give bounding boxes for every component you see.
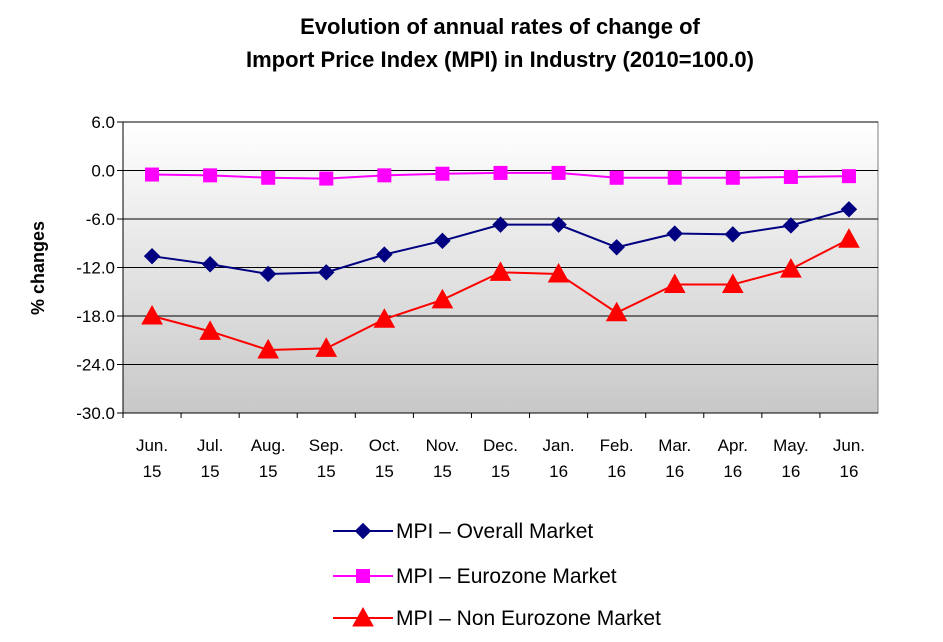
data-point-triangle [315,337,338,357]
data-point-square [725,170,740,185]
data-point-triangle [257,338,280,359]
x-tick-label-year: 16 [723,462,742,481]
data-point-triangle [605,301,628,322]
legend-label: MPI – Non Eurozone Market [396,607,661,630]
data-point-diamond [608,239,625,256]
data-point-square [319,171,334,186]
data-point-square [435,166,450,181]
series-lines [141,165,860,359]
data-point-square [493,165,508,180]
x-tick-label-year: 15 [375,462,394,481]
legend-item-1: MPI – Overall Market [333,520,593,543]
x-tick-labels: Jun. 15 Jul. 15 Aug. 15 Sep. 15 Oct. 15 Nov. 15 Dec.… [136,436,865,481]
x-tick-label-month: Mar. [658,436,691,455]
x-tick-label-month: Jun. [136,436,168,455]
x-tick-label-year: 16 [781,462,800,481]
data-point-square [667,170,682,185]
x-tick-label-year: 15 [259,462,278,481]
chart-title-line-1: Evolution of annual rates of change of [300,14,700,39]
x-tick-label-month: Jul. [197,436,223,455]
data-point-square [609,170,624,185]
legend-label: MPI – Overall Market [396,520,593,543]
data-point-square [203,168,218,183]
y-tick-label: -18.0 [76,307,115,326]
data-point-square [551,165,566,180]
data-point-triangle [199,320,221,340]
y-axis-title: % changes [28,221,48,315]
series-2 [145,165,856,186]
series-3 [141,228,860,359]
x-tick-label-year: 16 [607,462,626,481]
legend-item-3: MPI – Non Eurozone Market [333,606,661,630]
data-point-diamond [782,217,800,234]
data-point-triangle [838,228,860,248]
x-tick-label-month: Jan. [543,436,575,455]
y-tick-label: -12.0 [76,259,115,278]
grid-lines [117,121,878,418]
x-tick-label-year: 16 [549,462,568,481]
legend-marker-triangle [352,606,374,627]
x-tick-label-month: Sep. [309,436,344,455]
x-tick-label-month: Apr. [718,436,748,455]
x-tick-label-year: 15 [491,462,510,481]
x-tick-label-month: Feb. [600,436,634,455]
y-tick-label: 6.0 [91,113,115,132]
data-point-diamond [376,246,393,263]
data-point-triangle [780,258,802,278]
x-tick-label-month: Nov. [426,436,460,455]
x-tick-label-year: 15 [143,462,162,481]
data-point-diamond [840,201,858,218]
data-point-triangle [141,304,163,325]
x-tick-label-month: Dec. [483,436,518,455]
x-tick-label-year: 16 [840,462,859,481]
x-tick-label-month: Aug. [251,436,286,455]
data-point-diamond [666,225,683,242]
chart-title-line-2: Import Price Index (MPI) in Industry (20… [246,47,754,72]
x-tick-label-year: 15 [317,462,336,481]
x-tick-label-month: Oct. [369,436,400,455]
legend: MPI – Overall Market MPI – Eurozone Marke… [333,520,661,630]
data-point-triangle [663,273,686,293]
data-point-diamond [434,232,451,250]
x-tick-label-month: May. [773,436,809,455]
legend-item-2: MPI – Eurozone Market [333,565,617,588]
data-point-diamond [724,226,742,243]
data-point-square [377,168,392,183]
data-point-diamond [143,247,161,265]
y-tick-label: 0.0 [91,162,115,181]
data-point-triangle [547,262,570,283]
x-tick-label-year: 15 [201,462,220,481]
data-point-square [783,169,798,184]
y-tick-label: -24.0 [76,356,115,375]
x-tick-label-year: 16 [665,462,684,481]
y-tick-label: -6.0 [86,210,115,229]
x-tick-label-month: Jun. [833,436,865,455]
data-point-triangle [489,261,512,281]
x-tick-label-year: 15 [433,462,452,481]
legend-marker-diamond [354,522,372,540]
data-point-square [841,169,856,184]
data-point-square [261,170,276,185]
series-1 [143,201,858,283]
data-point-diamond [259,265,277,283]
y-tick-label: -30.0 [76,404,115,423]
data-point-diamond [550,216,567,233]
data-point-diamond [492,216,509,233]
data-point-square [145,167,160,182]
data-point-triangle [721,273,744,293]
legend-label: MPI – Eurozone Market [396,565,617,588]
data-point-triangle [431,288,454,309]
legend-marker-square [356,569,370,583]
y-tick-labels: 6.0 0.0 -6.0 -12.0 -18.0 -24.0 -30.0 [76,113,115,423]
data-point-triangle [373,308,396,328]
data-point-diamond [318,264,335,281]
data-point-diamond [201,256,219,273]
